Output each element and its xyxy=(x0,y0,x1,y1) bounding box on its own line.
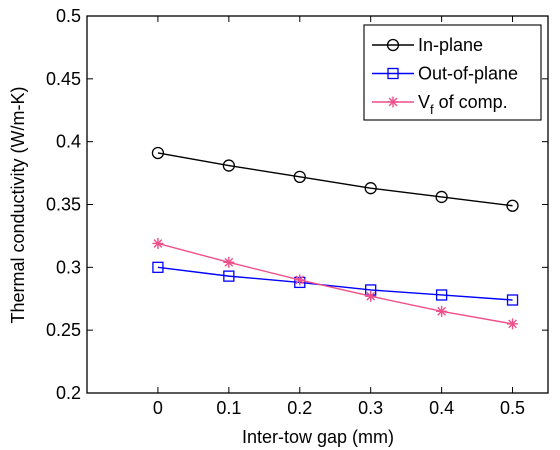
data-point xyxy=(507,318,519,330)
y-axis-ticks: 0.2 0.25 0.3 0.35 0.4 0.45 0.5 xyxy=(46,6,548,403)
legend-item: In-plane xyxy=(372,35,483,55)
x-tick-label: 0.3 xyxy=(358,398,383,418)
legend-label: Out-of-plane xyxy=(418,64,518,84)
y-tick-label: 0.45 xyxy=(46,69,81,89)
data-point xyxy=(436,305,448,317)
series-line xyxy=(157,266,513,301)
data-point xyxy=(152,261,164,273)
legend-items: In-plane Out-of-plane Vf of comp. xyxy=(372,35,518,117)
data-point xyxy=(435,289,448,301)
data-point xyxy=(152,237,164,249)
x-tick-label: 0.5 xyxy=(500,398,525,418)
x-tick-label: 0.4 xyxy=(429,398,454,418)
series-line xyxy=(157,242,513,325)
data-point xyxy=(151,146,165,160)
data-point xyxy=(506,199,519,212)
series-layer xyxy=(151,146,519,330)
legend-label-rest: of comp. xyxy=(434,92,508,112)
x-axis-ticks: 0 0.1 0.2 0.3 0.4 0.5 xyxy=(153,16,525,418)
y-tick-label: 0.4 xyxy=(56,132,81,152)
legend-item: Out-of-plane xyxy=(372,64,518,84)
data-point xyxy=(364,182,377,195)
series-2 xyxy=(152,237,519,330)
plot-frame xyxy=(86,15,549,394)
x-tick-label: 0.1 xyxy=(216,398,241,418)
legend-label: In-plane xyxy=(418,35,483,55)
legend-marker xyxy=(387,96,399,108)
legend-label: Vf of comp. xyxy=(418,92,508,117)
y-tick-label: 0.3 xyxy=(56,257,81,277)
y-axis-label: Thermal conductivity (W/m-K) xyxy=(8,86,28,323)
data-point xyxy=(223,256,235,268)
x-axis-label: Inter-tow gap (mm) xyxy=(242,427,394,447)
series-1 xyxy=(152,261,519,306)
y-tick-label: 0.35 xyxy=(46,195,81,215)
legend-item: Vf of comp. xyxy=(372,92,508,117)
data-point xyxy=(365,290,377,302)
y-tick-label: 0.2 xyxy=(56,383,81,403)
legend-marker xyxy=(386,38,400,52)
y-tick-label: 0.5 xyxy=(56,6,81,26)
x-tick-label: 0.2 xyxy=(287,398,312,418)
legend-label-main: Out-of-plane xyxy=(418,64,518,84)
series-0 xyxy=(151,146,519,212)
data-point xyxy=(435,190,448,204)
x-tick-label: 0 xyxy=(153,398,163,418)
legend-label-main: V xyxy=(418,92,430,112)
data-point xyxy=(506,294,519,306)
legend-marker xyxy=(387,67,399,80)
legend: In-plane Out-of-plane Vf of comp. xyxy=(363,24,542,121)
data-point xyxy=(223,270,235,282)
data-point xyxy=(293,170,306,184)
legend-label-subscript: f xyxy=(430,102,434,117)
y-tick-label: 0.25 xyxy=(46,320,81,340)
legend-label-main: In-plane xyxy=(418,35,483,55)
data-point xyxy=(294,274,306,286)
series-line xyxy=(157,152,513,207)
data-point xyxy=(222,159,235,172)
